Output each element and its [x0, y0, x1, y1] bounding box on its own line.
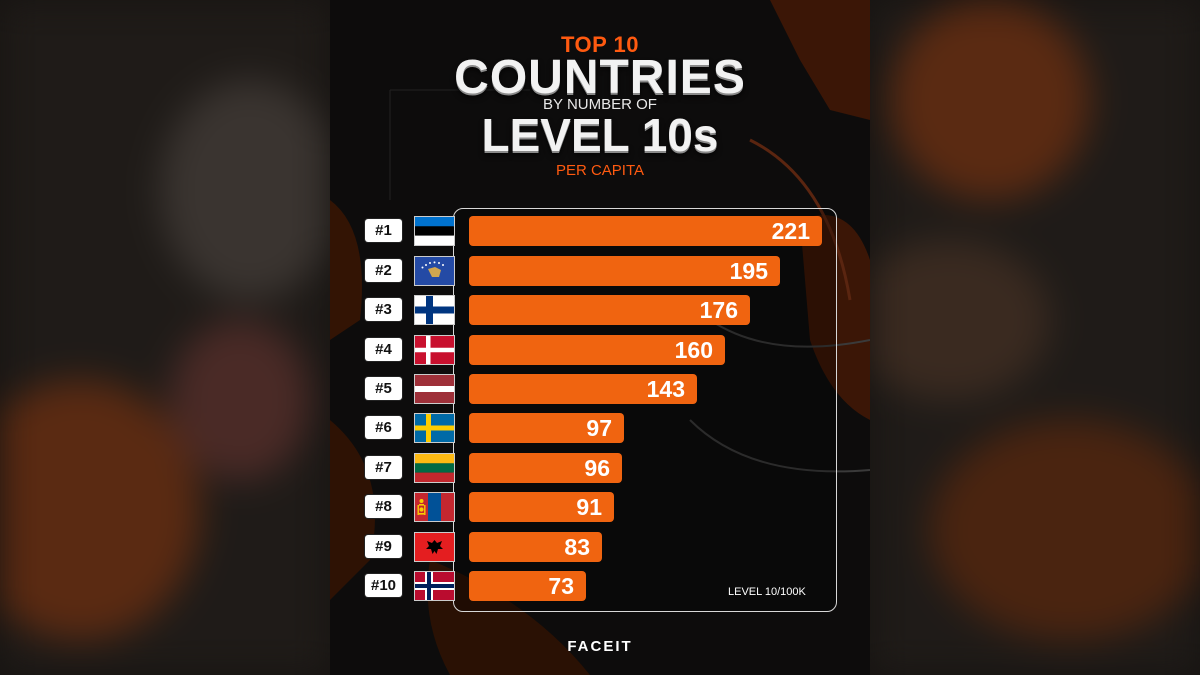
bar: 73	[469, 571, 586, 601]
bar: 97	[469, 413, 624, 443]
bar: 143	[469, 374, 697, 404]
rank-badge: #2	[365, 259, 402, 282]
bar: 91	[469, 492, 614, 522]
bar: 83	[469, 532, 602, 562]
chart-row: #3 176	[330, 295, 870, 325]
finland-flag	[414, 295, 455, 325]
bar-value-label: 143	[646, 376, 685, 402]
rank-badge: #10	[365, 574, 402, 597]
blurred-background-left	[0, 0, 330, 675]
rank-badge: #7	[365, 456, 402, 479]
mongolia-flag	[414, 492, 455, 522]
chart-row: #4 160	[330, 335, 870, 365]
sweden-flag	[414, 413, 455, 443]
chart-row: #10 73	[330, 571, 870, 601]
bar-value-label: 160	[674, 337, 713, 363]
estonia-flag	[414, 216, 455, 246]
bar-value-label: 97	[586, 415, 612, 441]
subject-title: LEVEL 10s	[481, 109, 719, 161]
rank-badge: #1	[365, 219, 402, 242]
rank-badge: #9	[365, 535, 402, 558]
page-title: COUNTRIES	[454, 51, 746, 104]
bar-value-label: 96	[584, 455, 610, 481]
chart-row: #7 96	[330, 453, 870, 483]
chart-row: #9 83	[330, 532, 870, 562]
rank-badge: #5	[365, 377, 402, 400]
infographic-poster: TOP 10 COUNTRIES BY NUMBER OF LEVEL 10s …	[330, 0, 870, 675]
bar: 176	[469, 295, 750, 325]
faceit-logo: FACEIT	[567, 638, 633, 655]
chart-row: #6 97	[330, 413, 870, 443]
chart-row: #1 221	[330, 216, 870, 246]
bar-value-label: 195	[729, 258, 768, 284]
top-label: TOP 10	[560, 32, 639, 57]
bar-value-label: 91	[576, 494, 602, 520]
bar-value-label: 176	[699, 297, 738, 323]
bar-value-label: 73	[548, 573, 574, 599]
bar: 160	[469, 335, 725, 365]
by-label: BY NUMBER OF	[543, 96, 657, 113]
blurred-background-right	[870, 0, 1200, 675]
denmark-flag	[414, 335, 455, 365]
chart-row: #2 195	[330, 256, 870, 286]
kosovo-flag	[414, 256, 455, 286]
chart-row: #5 143	[330, 374, 870, 404]
bar: 195	[469, 256, 780, 286]
rank-badge: #6	[365, 416, 402, 439]
bar: 221	[469, 216, 822, 246]
chart-row: #8 91	[330, 492, 870, 522]
rank-badge: #4	[365, 338, 402, 361]
bar-value-label: 83	[564, 534, 590, 560]
rank-badge: #8	[365, 495, 402, 518]
latvia-flag	[414, 374, 455, 404]
bar: 96	[469, 453, 622, 483]
unit-label: LEVEL 10/100K	[728, 586, 806, 598]
lithuania-flag	[414, 453, 455, 483]
albania-flag	[414, 532, 455, 562]
rank-badge: #3	[365, 298, 402, 321]
map-background	[330, 0, 870, 675]
norway-flag	[414, 571, 455, 601]
per-capita-label: PER CAPITA	[555, 162, 645, 179]
bar-value-label: 221	[771, 218, 810, 244]
